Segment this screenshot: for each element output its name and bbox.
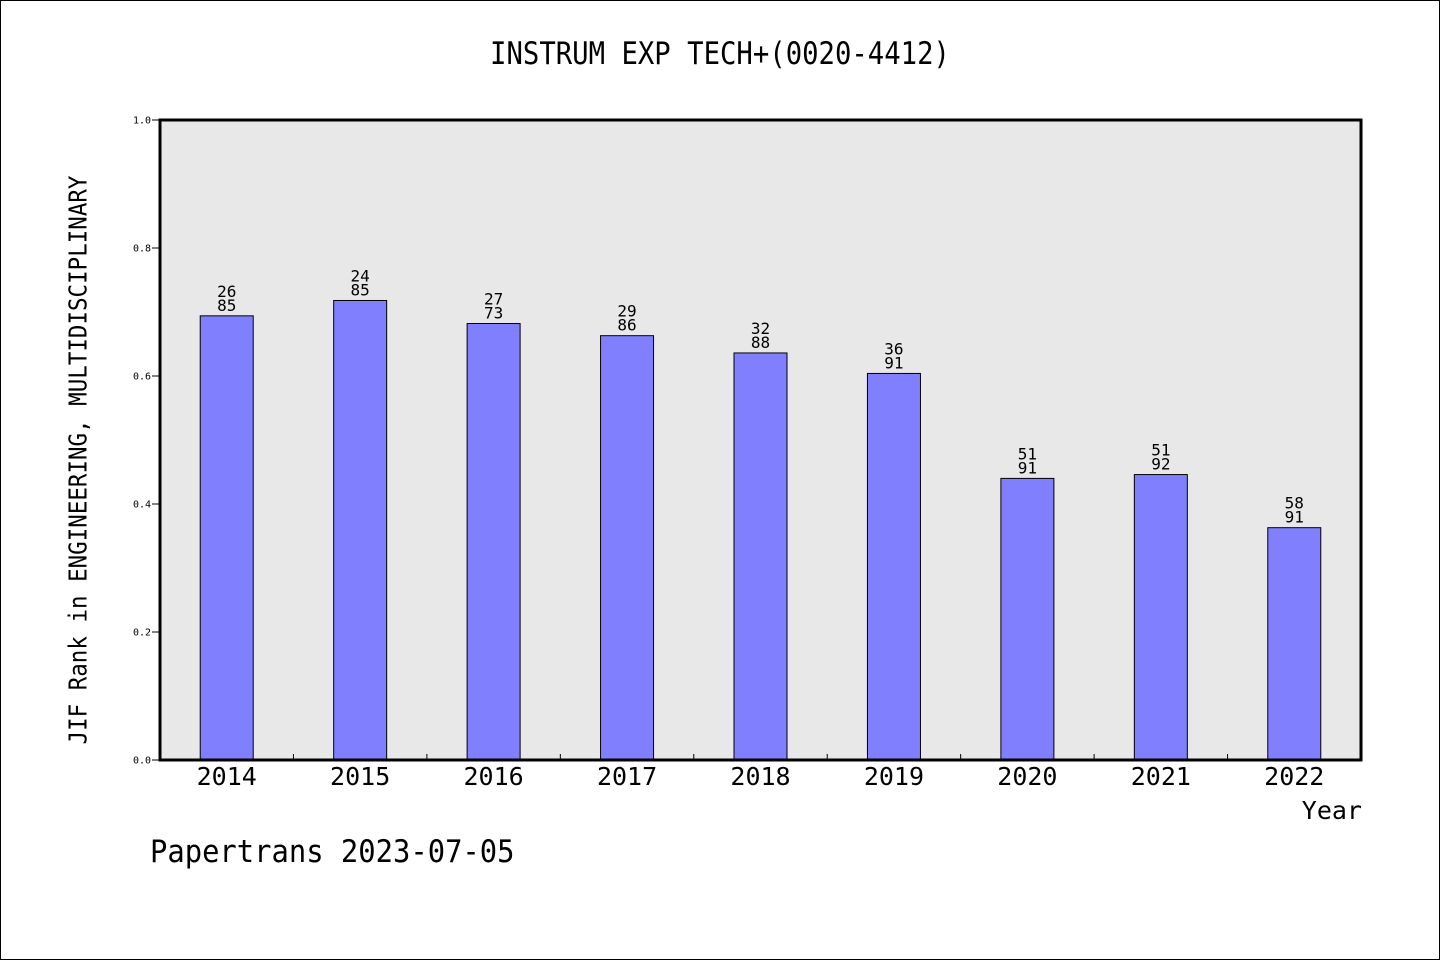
x-tick-label: 2017	[597, 762, 657, 791]
y-tick-label: 0.8	[133, 244, 151, 255]
y-tick-label: 0.6	[133, 372, 151, 383]
bar	[333, 299, 388, 761]
bar	[1267, 527, 1322, 761]
bar	[1000, 477, 1055, 761]
bar-label-total: 73	[484, 304, 503, 323]
x-tick-label: 2015	[330, 762, 390, 791]
bar-label-rank: 36	[884, 339, 903, 358]
bar-label-rank: 26	[217, 282, 236, 301]
footer-credit: Papertrans 2023-07-05	[150, 834, 515, 870]
bar-label-total: 88	[751, 333, 770, 352]
bar	[733, 352, 788, 761]
x-tick-label: 2018	[730, 762, 790, 791]
x-tick-label: 2019	[864, 762, 924, 791]
x-tick-label: 2020	[997, 762, 1057, 791]
bar-label-rank: 32	[751, 319, 770, 338]
x-axis-label: Year	[1301, 796, 1362, 825]
bar-label-total: 91	[884, 353, 903, 372]
y-tick-label: 0.2	[133, 628, 151, 639]
bar-label-rank: 24	[351, 266, 370, 285]
bar-label-rank: 51	[1151, 441, 1170, 460]
bar-label-total: 85	[351, 280, 370, 299]
bar-label-total: 91	[1018, 458, 1037, 477]
bar	[866, 372, 921, 761]
bar-label-total: 91	[1285, 508, 1304, 527]
x-tick-label: 2022	[1264, 762, 1324, 791]
bar	[600, 335, 655, 761]
plot-border	[158, 118, 1363, 762]
bar-label-rank: 51	[1018, 444, 1037, 463]
chart-title: INSTRUM EXP TECH+(0020-4412)	[490, 36, 950, 72]
bar	[1133, 474, 1188, 761]
bar-label-rank: 27	[484, 290, 503, 309]
bar	[466, 323, 521, 761]
bar-label-total: 86	[617, 316, 636, 335]
y-tick-label: 0.4	[133, 500, 151, 511]
bar	[199, 315, 254, 761]
bar-label-rank: 58	[1285, 494, 1304, 513]
y-tick-label: 0.0	[133, 756, 151, 767]
bar-label-total: 85	[217, 296, 236, 315]
x-tick-label: 2014	[197, 762, 257, 791]
bar-label-rank: 29	[617, 302, 636, 321]
y-tick-label: 1.0	[133, 116, 151, 127]
x-tick-label: 2016	[464, 762, 524, 791]
bar-label-total: 92	[1151, 455, 1170, 474]
x-tick-label: 2021	[1131, 762, 1191, 791]
